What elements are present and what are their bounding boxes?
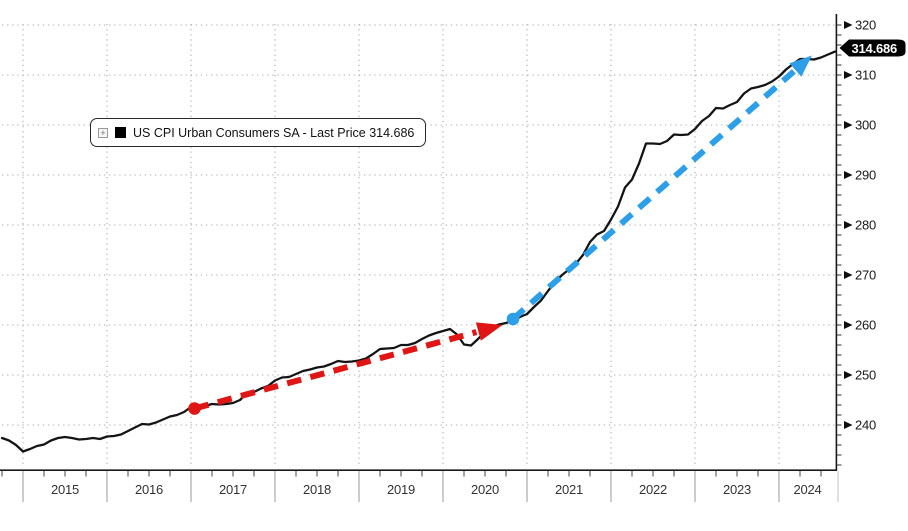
y-tick-label: 280 <box>855 218 876 233</box>
y-tick-arrow-icon <box>844 271 853 279</box>
y-tick-label: 300 <box>855 118 876 133</box>
last-price-value: 314.686 <box>852 41 898 56</box>
y-tick-arrow-icon <box>844 121 853 129</box>
y-tick-arrow-icon <box>844 171 853 179</box>
red-trend-arrow <box>188 322 503 415</box>
expand-icon[interactable]: + <box>98 127 108 138</box>
y-tick-label: 270 <box>855 268 876 283</box>
y-tick-arrow-icon <box>844 371 853 379</box>
x-year-label: 2020 <box>471 482 499 497</box>
y-tick-label: 250 <box>855 368 876 383</box>
y-tick-arrow-icon <box>844 421 853 429</box>
x-year-label: 2019 <box>387 482 415 497</box>
blue-trend-arrow <box>506 55 812 326</box>
x-year-label: 2023 <box>723 482 751 497</box>
last-price-tag: 314.686 <box>839 39 906 57</box>
y-tick-label: 240 <box>855 418 876 433</box>
y-tick-arrow-icon <box>844 221 853 229</box>
x-year-label: 2017 <box>219 482 247 497</box>
price-line <box>0 50 837 453</box>
y-tick-label: 260 <box>855 318 876 333</box>
y-tick-label: 290 <box>855 168 876 183</box>
x-year-label: 2021 <box>555 482 583 497</box>
series-legend[interactable]: + US CPI Urban Consumers SA - Last Price… <box>90 118 427 147</box>
x-year-label: 2015 <box>51 482 79 497</box>
x-axis: 2015 2016 2017 2018 2019 2020 2021 2022 2023 2024 <box>0 469 839 502</box>
y-tick-arrow-icon <box>844 71 853 79</box>
series-swatch <box>115 127 126 138</box>
y-tick-label: 320 <box>855 18 876 33</box>
y-tick-arrow-icon <box>844 321 853 329</box>
y-axis: 240 250 260 270 280 290 300 310 320 <box>835 14 876 471</box>
x-year-label: 2018 <box>303 482 331 497</box>
x-year-label: 2016 <box>135 482 163 497</box>
series-legend-label: US CPI Urban Consumers SA - Last Price 3… <box>133 125 415 140</box>
x-year-label: 2022 <box>639 482 667 497</box>
price-flag-shape <box>839 39 906 57</box>
grid-lines <box>2 24 835 466</box>
x-year-label: 2024 <box>793 482 821 497</box>
y-tick-arrow-icon <box>844 21 853 29</box>
y-tick-label: 310 <box>855 68 876 83</box>
